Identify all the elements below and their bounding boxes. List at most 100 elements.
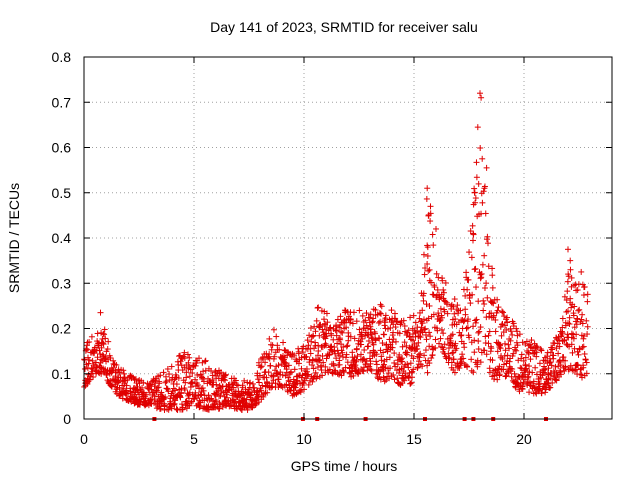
data-point	[575, 351, 582, 358]
data-point	[401, 339, 408, 346]
data-point	[509, 366, 516, 373]
data-point	[456, 365, 463, 372]
data-point	[559, 315, 566, 322]
data-point	[410, 366, 417, 373]
data-point	[424, 185, 431, 192]
data-point	[120, 367, 127, 374]
data-point	[475, 298, 482, 305]
data-point	[428, 279, 435, 286]
data-point	[538, 390, 545, 397]
data-point	[437, 305, 444, 312]
data-point	[162, 394, 169, 401]
data-point	[377, 301, 384, 308]
data-point	[499, 356, 506, 363]
data-point	[425, 267, 432, 274]
data-point	[186, 354, 193, 361]
data-point	[89, 357, 96, 364]
data-point	[394, 319, 401, 326]
data-point	[390, 372, 397, 379]
data-point	[363, 322, 370, 329]
data-point	[450, 303, 457, 310]
data-point	[454, 302, 461, 309]
data-point	[419, 320, 426, 327]
data-point	[98, 356, 105, 363]
data-point	[492, 328, 499, 335]
data-point	[427, 218, 434, 225]
data-point	[300, 380, 307, 387]
data-point	[404, 361, 411, 368]
data-point	[337, 313, 344, 320]
data-point	[364, 367, 371, 374]
data-point	[523, 338, 530, 345]
data-point	[334, 340, 341, 347]
data-point	[571, 367, 578, 374]
data-point	[370, 341, 377, 348]
data-point	[440, 346, 447, 353]
data-point	[469, 291, 476, 298]
data-point	[420, 316, 427, 323]
data-point	[542, 366, 549, 373]
data-point	[340, 367, 347, 374]
data-point	[505, 341, 512, 348]
data-point	[367, 311, 374, 318]
data-point	[431, 284, 438, 291]
data-point	[489, 272, 496, 279]
data-point	[483, 351, 490, 358]
data-point	[310, 332, 317, 339]
data-point	[288, 368, 295, 375]
data-point	[575, 362, 582, 369]
data-point	[181, 386, 188, 393]
data-point	[513, 325, 520, 332]
data-point	[350, 357, 357, 364]
data-point	[409, 337, 416, 344]
data-point	[360, 355, 367, 362]
data-point	[482, 333, 489, 340]
data-point	[347, 333, 354, 340]
data-point	[353, 318, 360, 325]
data-point	[100, 341, 107, 348]
data-point	[112, 373, 119, 380]
data-point	[312, 356, 319, 363]
data-point	[451, 296, 458, 303]
data-point	[450, 356, 457, 363]
data-point	[477, 324, 484, 331]
data-point	[472, 265, 479, 272]
data-point	[497, 342, 504, 349]
data-point	[421, 352, 428, 359]
data-point	[399, 358, 406, 365]
y-tick-label: 0.4	[52, 230, 72, 246]
data-point	[273, 370, 280, 377]
data-point	[416, 354, 423, 361]
data-point	[465, 276, 472, 283]
x-tick-label: 20	[516, 431, 532, 447]
data-point	[484, 240, 491, 247]
data-point	[84, 346, 91, 353]
data-point	[107, 354, 114, 361]
data-point	[483, 314, 490, 321]
data-point	[183, 374, 190, 381]
data-point	[564, 308, 571, 315]
data-point	[492, 316, 499, 323]
data-point	[387, 365, 394, 372]
data-point	[389, 344, 396, 351]
data-point	[86, 338, 93, 345]
data-point	[379, 340, 386, 347]
data-point	[506, 358, 513, 365]
data-point	[526, 379, 533, 386]
data-point	[547, 384, 554, 391]
data-point	[363, 310, 370, 317]
data-point	[315, 342, 322, 349]
data-point	[154, 384, 161, 391]
data-point	[309, 361, 316, 368]
data-point	[507, 355, 514, 362]
data-point	[222, 371, 229, 378]
data-point	[275, 362, 282, 369]
data-point	[498, 321, 505, 328]
data-point	[140, 379, 147, 386]
x-axis-label: GPS time / hours	[291, 458, 398, 474]
data-point	[480, 297, 487, 304]
data-point	[365, 337, 372, 344]
data-point	[407, 380, 414, 387]
data-point	[526, 363, 533, 370]
data-point	[464, 286, 471, 293]
